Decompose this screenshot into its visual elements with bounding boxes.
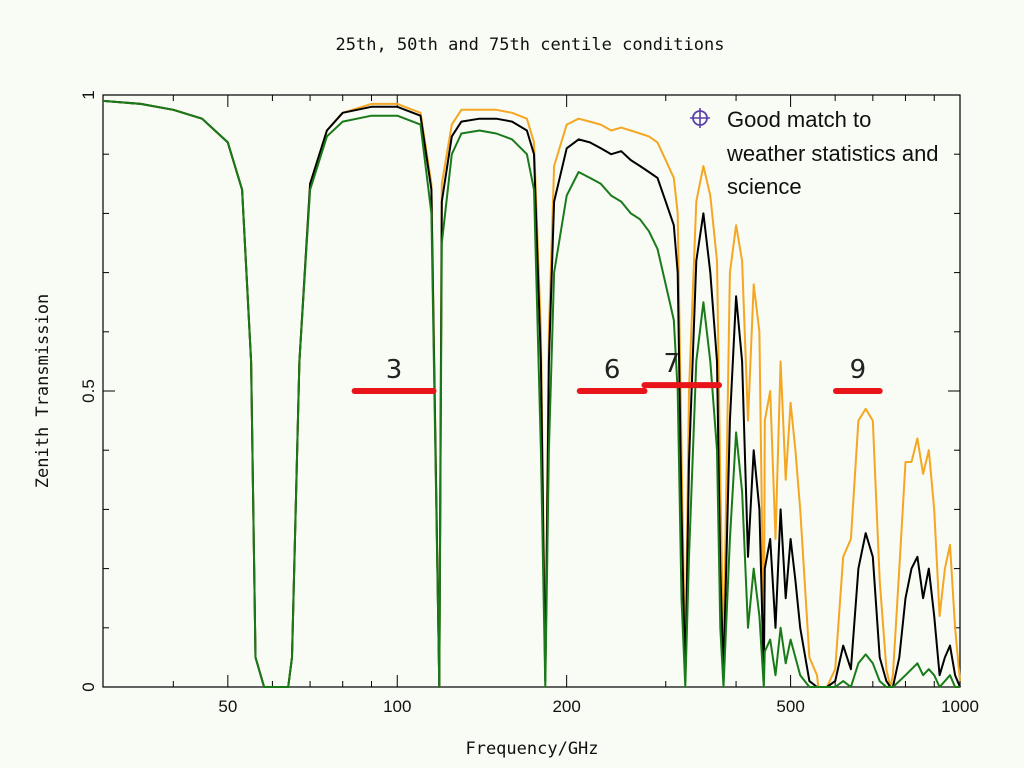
series-line-3 bbox=[102, 99, 960, 688]
x-tick-label: 1000 bbox=[941, 697, 979, 716]
band-label: 9 bbox=[850, 355, 867, 385]
y-tick-labels: 00.51 bbox=[79, 90, 98, 691]
annotation: Good match to weather statistics and sci… bbox=[690, 107, 939, 199]
band-markers: 3 6 7 9 bbox=[351, 349, 883, 394]
y-axis-label: Zenith Transmission bbox=[33, 294, 53, 488]
annotation-line-2: weather statistics and bbox=[726, 141, 939, 166]
annotation-line-3: science bbox=[727, 174, 802, 199]
x-tick-labels: 50 100 200 500 1000 bbox=[218, 697, 979, 716]
x-tick-label: 50 bbox=[218, 697, 237, 716]
band-label: 3 bbox=[386, 355, 403, 385]
y-tick-label: 0 bbox=[79, 682, 98, 691]
x-tick-label: 500 bbox=[776, 697, 804, 716]
x-axis-label: Frequency/GHz bbox=[465, 739, 598, 759]
x-tick-label: 100 bbox=[383, 697, 411, 716]
chart-title: 25th, 50th and 75th centile conditions bbox=[336, 35, 725, 55]
x-tick-label: 200 bbox=[552, 697, 580, 716]
series-layer bbox=[102, 99, 961, 688]
crosshair-circle-icon bbox=[690, 108, 710, 128]
y-tick-label: 1 bbox=[79, 90, 98, 99]
series-line-2 bbox=[102, 99, 961, 688]
plot-frame bbox=[102, 94, 961, 688]
band-label: 6 bbox=[604, 355, 621, 385]
y-tick-label: 0.5 bbox=[79, 379, 98, 403]
axis-ticks bbox=[103, 95, 960, 687]
annotation-line-1: Good match to bbox=[727, 107, 871, 132]
band-label: 7 bbox=[663, 349, 680, 379]
series-line-1 bbox=[102, 99, 961, 688]
